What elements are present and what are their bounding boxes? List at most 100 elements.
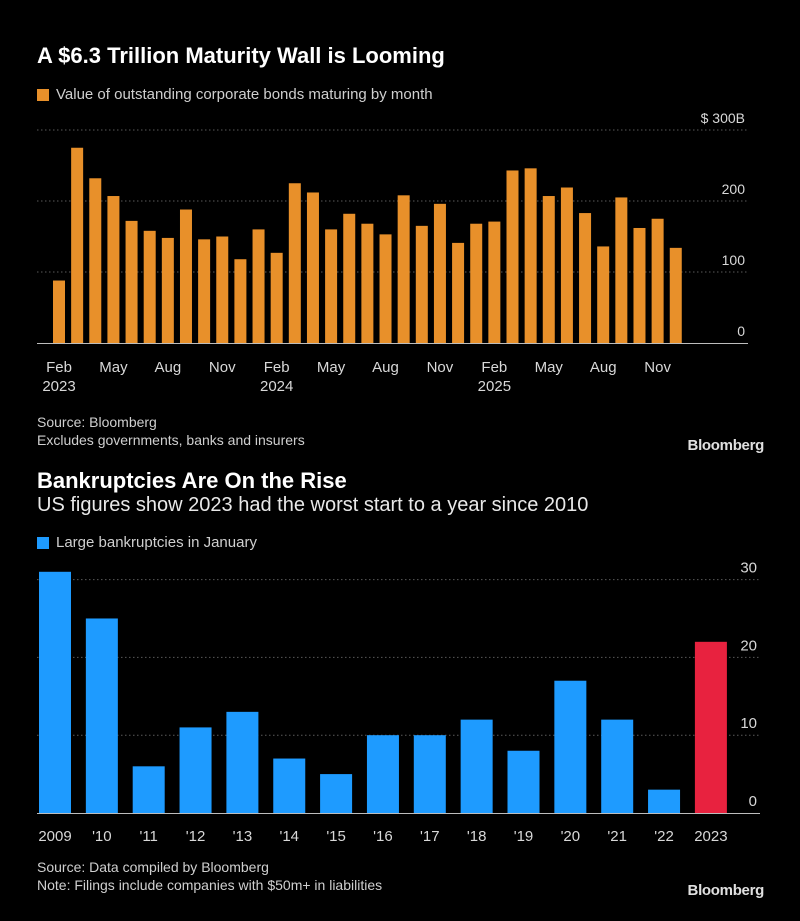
chart1-bar-28 <box>560 187 573 343</box>
chart2-bar-10 <box>85 618 118 813</box>
chart1-title: A $6.3 Trillion Maturity Wall is Looming <box>37 43 445 68</box>
chart1-xtick-label-6: Aug <box>372 359 399 376</box>
chart1-bar-12 <box>270 252 283 343</box>
chart2-ytick-label-2: 20 <box>740 637 757 654</box>
chart1-xtick-year-4: 2024 <box>260 378 293 395</box>
chart2-bar-14 <box>273 758 306 813</box>
chart1-bar-30 <box>597 246 610 343</box>
chart2-xtick-label-8: '17 <box>420 828 440 845</box>
chart1-bar-26 <box>524 168 537 343</box>
chart2-notes: Source: Data compiled by Bloomberg Note:… <box>37 858 382 894</box>
chart1-legend: Value of outstanding corporate bonds mat… <box>37 86 433 103</box>
chart2-bar-18 <box>460 719 493 813</box>
chart2-bar-22 <box>648 789 681 813</box>
chart1-notes: Source: Bloomberg Excludes governments, … <box>37 413 305 449</box>
chart1-plot: 0 100 200 $ 300B Feb 2023 May Aug Nov Feb 2024 May A… <box>37 110 748 395</box>
chart2-ytick-label-3: 30 <box>740 560 757 577</box>
chart2-xtick-label-1: '10 <box>92 828 112 845</box>
chart1-bar-18 <box>379 234 392 343</box>
chart2-xtick-label-11: '20 <box>561 828 581 845</box>
chart1-bar-31 <box>615 197 628 343</box>
chart2-bar-2023 <box>694 641 727 813</box>
chart2-bar-19 <box>507 750 540 813</box>
chart2-bar-17 <box>413 735 446 813</box>
chart1-bar-7 <box>179 209 192 343</box>
chart1-brand-logo: Bloomberg <box>687 437 765 454</box>
chart1-xtick-label-11: Nov <box>644 359 671 376</box>
chart2-source: Source: Data compiled by Bloomberg <box>37 859 269 875</box>
chart1-bar-17 <box>361 223 374 343</box>
chart2-bar-11 <box>132 766 165 813</box>
chart2-xtick-label-5: '14 <box>279 828 299 845</box>
chart2-bar-21 <box>601 719 634 813</box>
chart2-subtitle: US figures show 2023 had the worst start… <box>37 494 589 516</box>
chart1-bar-5 <box>143 230 156 343</box>
chart2-xtick-label-3: '12 <box>186 828 206 845</box>
chart1-bar-14 <box>306 192 319 343</box>
chart2-xtick-label-13: '22 <box>654 828 674 845</box>
chart1-bar-1 <box>71 147 84 343</box>
chart2-xtick-label-12: '21 <box>607 828 627 845</box>
chart1-bar-32 <box>633 227 646 343</box>
chart2-xtick-label-7: '16 <box>373 828 393 845</box>
chart2-bar-20 <box>554 680 587 813</box>
chart1-xtick-label-8: Feb <box>481 359 507 376</box>
chart2-bar-16 <box>366 735 399 813</box>
chart2-plot: 0 10 20 30 2009 '10 '11 '12 '13 '14 '15 '16 '17 '18 '1… <box>37 560 760 845</box>
chart2-brand-logo: Bloomberg <box>687 882 765 899</box>
chart2-footnote: Note: Filings include companies with $50… <box>37 877 383 893</box>
chart2-xtick-label-14: 2023 <box>694 828 727 845</box>
chart1-xtick-label-9: May <box>535 359 564 376</box>
chart2-title: Bankruptcies Are On the Rise <box>37 468 347 493</box>
chart1-xtick-label-1: May <box>99 359 128 376</box>
chart1-xtick-label-5: May <box>317 359 346 376</box>
chart1-bar-29 <box>579 213 592 343</box>
chart1-ytick-label-1: 100 <box>722 252 746 268</box>
chart1-bar-9 <box>216 236 229 343</box>
chart1-xtick-year-8: 2025 <box>478 378 511 395</box>
chart2-bar-13 <box>226 711 259 813</box>
chart2-xtick-label-2: '11 <box>139 828 157 845</box>
chart2-bar-2009 <box>39 571 71 813</box>
chart1-bar-11 <box>252 229 265 343</box>
chart2-ytick-label-0: 0 <box>749 793 757 810</box>
chart1-xtick-year-0: 2023 <box>42 378 75 395</box>
chart1-bar-4 <box>125 220 138 343</box>
chart1-ytick-label-0: 0 <box>737 323 745 339</box>
chart1-xtick-label-2: Aug <box>154 359 181 376</box>
chart1-xtick-label-4: Feb <box>264 359 290 376</box>
chart1-bar-19 <box>397 195 410 343</box>
chart1-bar-8 <box>198 239 211 343</box>
chart1-bar-15 <box>325 229 338 343</box>
chart2-bar-15 <box>320 774 353 813</box>
chart2-xtick-label-0: 2009 <box>38 828 71 845</box>
chart1-bar-27 <box>542 196 555 343</box>
chart1-bar-10 <box>234 259 247 343</box>
chart2-xtick-label-6: '15 <box>326 828 346 845</box>
chart1-xtick-label-3: Nov <box>209 359 236 376</box>
chart1-xtick-label-7: Nov <box>427 359 454 376</box>
chart1-bar-2 <box>89 178 102 343</box>
chart1-bar-20 <box>415 225 428 343</box>
chart1-bar-23 <box>470 223 483 343</box>
chart2-xtick-label-4: '13 <box>233 828 253 845</box>
chart1-xtick-label-0: Feb <box>46 359 72 376</box>
chart2-bar-12 <box>179 727 212 813</box>
chart1-bar-0 <box>53 280 65 343</box>
chart1-bar-33 <box>651 218 664 343</box>
chart1-bar-22 <box>452 242 465 343</box>
chart1-bar-24 <box>488 221 501 343</box>
chart1-source: Source: Bloomberg <box>37 414 157 430</box>
chart2-legend: Large bankruptcies in January <box>37 534 257 551</box>
chart1-bar-25 <box>506 170 519 343</box>
chart1-bar-6 <box>161 237 174 343</box>
chart1-bar-16 <box>343 213 356 343</box>
chart2-legend-label: Large bankruptcies in January <box>56 534 257 551</box>
chart1-ytick-label-2: 200 <box>722 181 746 197</box>
chart1-ytick-label-3: $ 300B <box>701 110 745 126</box>
chart2-legend-swatch <box>37 536 49 549</box>
chart2-ytick-label-1: 10 <box>740 715 757 732</box>
chart1-bar-3 <box>107 196 120 343</box>
chart1-bar-34 <box>669 247 682 343</box>
chart1-xtick-label-10: Aug <box>590 359 617 376</box>
